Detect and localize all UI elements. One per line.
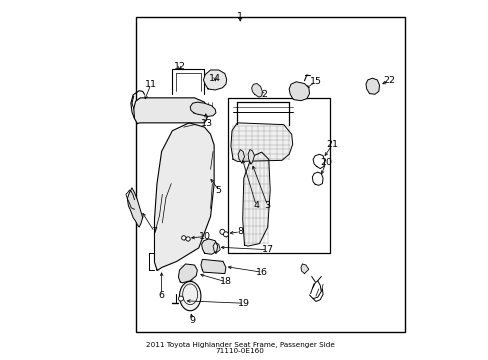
Text: 3: 3 [264,201,270,210]
Circle shape [181,236,185,240]
Polygon shape [134,98,207,123]
Text: 10: 10 [199,232,211,241]
Text: 4: 4 [253,201,259,210]
Text: 13: 13 [201,119,213,128]
Text: 12: 12 [173,62,185,71]
Polygon shape [238,150,244,163]
Circle shape [220,229,224,234]
Text: 20: 20 [319,158,331,167]
Bar [135,18,405,332]
Polygon shape [178,264,197,283]
Polygon shape [230,123,292,161]
Polygon shape [247,150,254,164]
Text: 15: 15 [309,77,321,86]
Text: 14: 14 [209,74,221,83]
Bar [228,98,329,253]
Polygon shape [154,123,214,270]
Circle shape [223,232,228,237]
Polygon shape [242,152,270,246]
Ellipse shape [179,282,201,311]
Text: 18: 18 [220,277,231,286]
Circle shape [178,296,183,301]
Polygon shape [201,259,225,274]
Polygon shape [127,188,142,227]
Text: 2011 Toyota Highlander Seat Frame, Passenger Side: 2011 Toyota Highlander Seat Frame, Passe… [145,342,334,348]
Polygon shape [365,78,379,94]
Text: 11: 11 [144,80,157,89]
Text: 71110-0E160: 71110-0E160 [215,348,264,354]
Text: 7: 7 [151,227,157,236]
Text: 16: 16 [255,268,267,277]
Polygon shape [201,239,217,254]
Text: 19: 19 [237,299,249,308]
Text: 1: 1 [237,12,243,21]
Polygon shape [190,102,216,116]
Circle shape [185,237,190,241]
Text: 22: 22 [383,76,394,85]
Polygon shape [300,264,308,274]
Polygon shape [251,84,262,97]
Text: 21: 21 [325,140,337,149]
Polygon shape [288,82,309,101]
Text: 9: 9 [189,315,195,324]
Text: 8: 8 [237,227,243,236]
Text: 17: 17 [261,245,273,254]
Polygon shape [213,243,220,253]
Text: 5: 5 [215,185,222,194]
Text: 6: 6 [158,291,164,300]
Polygon shape [203,70,226,90]
Text: 2: 2 [261,90,266,99]
